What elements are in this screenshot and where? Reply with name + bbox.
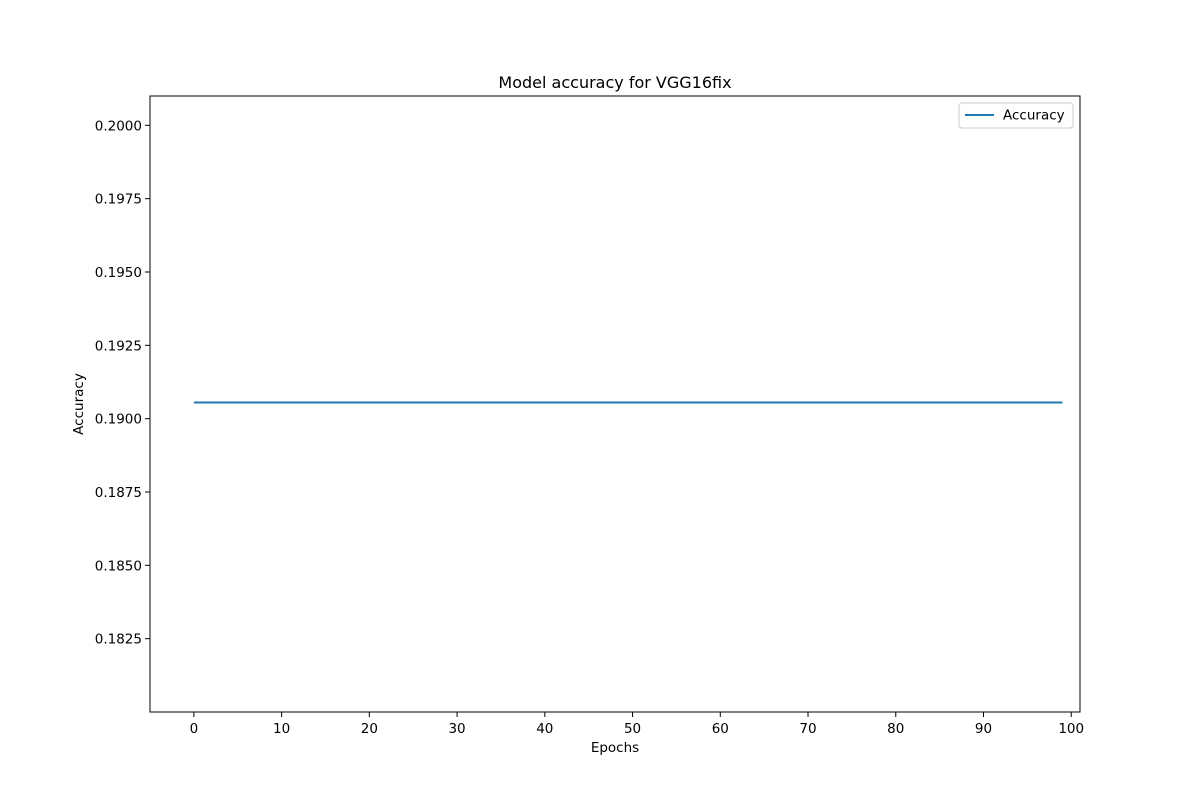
y-axis-ticks: 0.1825 0.1850 0.1875 0.1900 0.1925 0.1950 0.19… — [95, 118, 150, 648]
x-tick-label: 50 — [624, 721, 641, 737]
x-tick-label: 0 — [190, 721, 199, 737]
plot-area — [149, 95, 1081, 713]
y-tick-label: 0.1975 — [95, 192, 142, 208]
x-tick-label: 100 — [1058, 721, 1084, 737]
x-axis-ticks: 0 10 20 30 40 50 60 70 80 90 100 — [190, 712, 1084, 737]
legend-label-accuracy: Accuracy — [1003, 108, 1065, 124]
y-axis-label: Accuracy — [71, 373, 87, 435]
y-tick-label: 0.1900 — [95, 412, 142, 428]
x-tick-label: 30 — [448, 721, 465, 737]
x-tick-label: 40 — [536, 721, 553, 737]
y-tick-label: 0.2000 — [95, 118, 142, 134]
legend-box — [958, 102, 1074, 129]
y-tick-label: 0.1850 — [95, 558, 142, 574]
chart-title: Model accuracy for VGG16fix — [498, 73, 731, 92]
x-axis-label: Epochs — [591, 740, 639, 756]
y-tick-label: 0.1925 — [95, 338, 142, 354]
plot-frame — [149, 95, 1081, 713]
x-tick-label: 60 — [712, 721, 729, 737]
plot-background — [150, 96, 1080, 712]
x-tick-label: 90 — [975, 721, 992, 737]
y-tick-label: 0.1950 — [95, 265, 142, 281]
x-tick-label: 70 — [799, 721, 816, 737]
y-tick-label: 0.1875 — [95, 485, 142, 501]
legend: Accuracy — [958, 102, 1074, 129]
x-tick-label: 80 — [887, 721, 904, 737]
x-tick-label: 10 — [273, 721, 290, 737]
x-tick-label: 20 — [361, 721, 378, 737]
y-tick-label: 0.1825 — [95, 632, 142, 648]
